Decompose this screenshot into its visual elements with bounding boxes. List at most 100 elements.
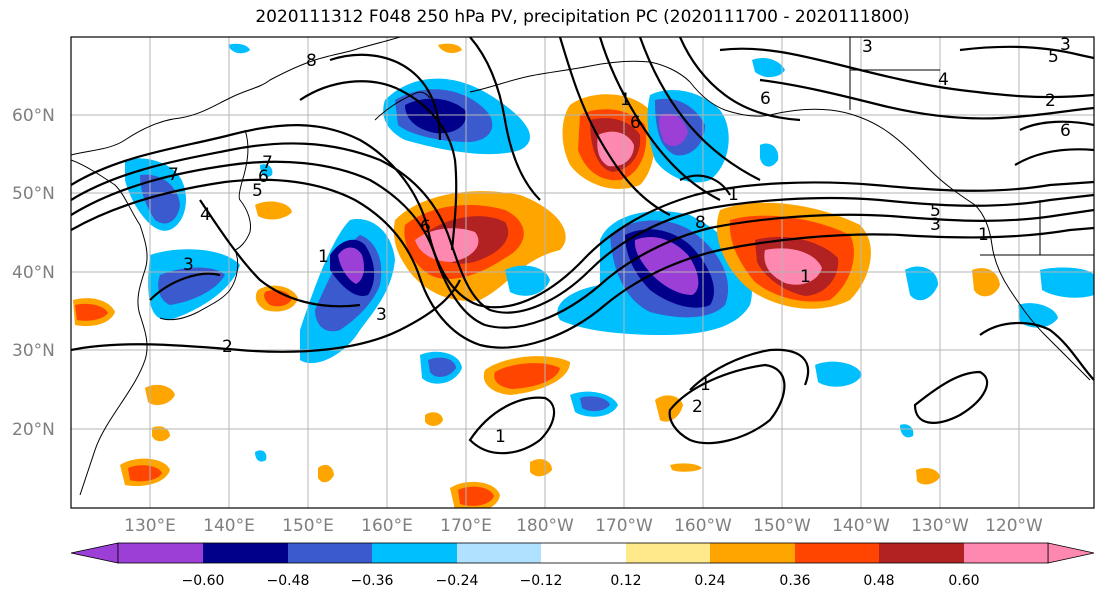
positive-area [494,363,560,389]
colorbar-swatch [964,543,1048,563]
contour-label: 7 [168,165,179,185]
positive-area [597,131,634,167]
coastlines [71,37,1094,496]
contour-label: 2 [1045,91,1056,111]
longitude-label: 130°W [911,516,969,536]
longitude-label: 150°E [282,516,334,536]
negative-area [228,43,250,54]
positive-area [425,412,443,426]
colorbar-tick-label: 0.60 [948,573,979,589]
positive-area [128,465,162,482]
colorbar: −0.60 −0.48 −0.36 −0.24 −0.12 0.12 0.24 … [70,542,1095,589]
colorbar-swatch [710,543,795,563]
colorbar-swatch [203,543,288,563]
longitude-label: 160°E [361,516,413,536]
colorbar-tick-label: 0.12 [610,573,641,589]
negative-area [158,267,225,305]
colorbar-tick-label: −0.60 [182,573,225,589]
longitude-label: 160°W [674,516,732,536]
colorbar-swatch [795,543,879,563]
contour-label: 6 [760,89,771,109]
contour-label: 1 [700,375,711,395]
contour-label: 5 [252,181,263,201]
negative-area [505,265,550,296]
negative-area [815,361,862,387]
contour-label: 8 [306,51,317,71]
negative-area [659,113,688,147]
contour-label: 1 [800,267,811,287]
contour-label: 5 [1048,47,1059,67]
positive-area [255,201,292,220]
colorbar-tick-label: −0.48 [267,573,310,589]
colorbar-swatch [457,543,541,563]
positive-area [764,248,822,285]
negative-area [752,58,785,78]
contour-label: 1 [620,90,631,110]
latitude-label: 60°N [12,106,55,126]
contour-label: 6 [258,167,269,187]
contour-label: 1 [978,225,989,245]
positive-area [152,426,170,442]
longitude-label: 140°W [832,516,890,536]
latitude-label: 50°N [12,184,55,204]
contour-label: 8 [695,213,706,233]
latitude-label: 30°N [12,341,55,361]
positive-area [458,486,494,506]
colorbar-extend-min [70,542,119,564]
colorbar-swatch [541,543,626,563]
positive-area [438,43,462,53]
contour-label: 5 [930,201,941,221]
negative-area [338,247,364,284]
contour-label: 3 [376,305,387,325]
positive-area [670,463,702,472]
longitude-label: 140°E [203,516,255,536]
negative-area [900,424,914,438]
contour-label: 3 [1060,35,1071,55]
positive-area [530,459,552,477]
contour-label: 3 [862,37,873,57]
colorbar-tick-label: 0.24 [694,573,725,589]
contour-label: 1 [318,247,329,267]
colorbar-extend-max [1047,542,1095,564]
colorbar-swatch [626,543,710,563]
negative-area [1018,303,1058,328]
positive-area [415,228,479,262]
negative-area [1040,267,1094,298]
colorbar-tick-label: −0.24 [436,573,479,589]
contour-label: 4 [938,70,949,90]
contour-label: 7 [262,153,273,173]
colorbar-tick-label: −0.36 [351,573,394,589]
negative-area [428,357,456,377]
positive-area [318,464,334,483]
negative-area [905,266,938,301]
positive-area [916,468,940,485]
contour-label: 2 [692,397,703,417]
contour-label: 3 [183,255,194,275]
contour-label: 4 [200,205,211,225]
positive-area [972,268,1000,297]
colorbar-outline [117,542,1049,564]
contour-label: 6 [420,217,431,237]
positive-area [145,384,175,406]
positive-area [75,303,108,321]
contour-label: 6 [630,113,641,133]
negative-area [260,164,273,177]
longitude-label: 130°E [124,516,176,536]
pv-contours [71,37,1094,455]
colorbar-tick-label: 0.36 [779,573,810,589]
contour-label: 6 [1060,121,1071,141]
contour-label: 1 [728,185,739,205]
longitude-label: 170°E [440,516,492,536]
longitude-label: 180°W [516,516,574,536]
colorbar-swatch [288,543,372,563]
map-title: 2020111312 F048 250 hPa PV, precipitatio… [255,7,910,27]
colorbar-swatch [879,543,964,563]
latitude-label: 20°N [12,420,55,440]
negative-area [580,396,610,412]
longitude-label: 120°W [985,516,1043,536]
colorbar-swatch [118,543,203,563]
negative-area [255,450,267,462]
precipitation-shading [73,43,1094,508]
latitude-label: 40°N [12,263,55,283]
